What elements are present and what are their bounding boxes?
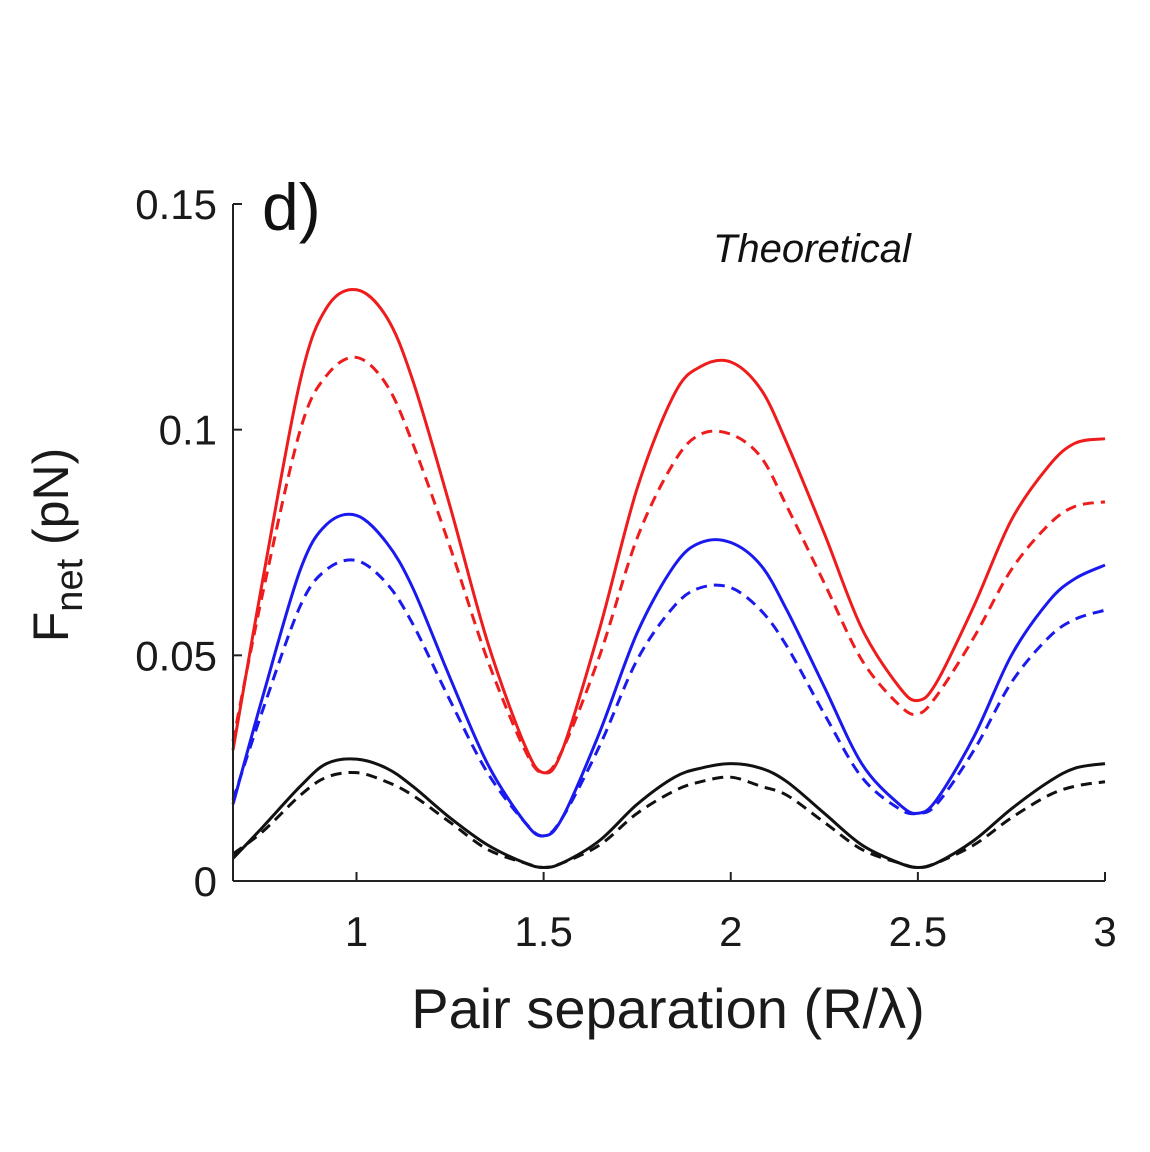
x-tick-label: 3 xyxy=(1093,908,1116,955)
series-line-6-dashed xyxy=(232,771,1106,869)
series-line-4-dashed xyxy=(231,558,1106,838)
x-tick-label: 1.5 xyxy=(514,908,572,955)
series-line-3-solid xyxy=(231,512,1106,838)
series-line-5-solid xyxy=(231,757,1106,869)
y-axis-label-subscript: net xyxy=(49,558,91,611)
series-layer xyxy=(231,287,1106,869)
x-tick-label: 2 xyxy=(719,908,742,955)
y-tick-label: 0.1 xyxy=(159,407,217,454)
y-ticks: 0 0.05 0.1 0.15 xyxy=(135,181,242,905)
y-axis-label: Fnet (pN) xyxy=(23,448,91,642)
annotation-theoretical: Theoretical xyxy=(713,227,912,271)
axes-layer xyxy=(232,204,1105,882)
x-axis-label: Pair separation (R/λ) xyxy=(411,977,925,1040)
series-line-1-solid xyxy=(231,287,1106,775)
x-tick-label: 2.5 xyxy=(889,908,947,955)
x-tick-label: 1 xyxy=(345,908,368,955)
panel-label: d) xyxy=(262,170,321,244)
x-ticks: 1 1.5 2 2.5 3 xyxy=(345,872,1117,955)
y-tick-label: 0.15 xyxy=(135,181,217,228)
series-line-2-dashed xyxy=(231,355,1106,775)
y-tick-label: 0 xyxy=(194,858,217,905)
y-axis-label-main: F xyxy=(23,612,79,643)
y-tick-label: 0.05 xyxy=(135,632,217,679)
y-axis-label-unit: (pN) xyxy=(23,448,79,559)
